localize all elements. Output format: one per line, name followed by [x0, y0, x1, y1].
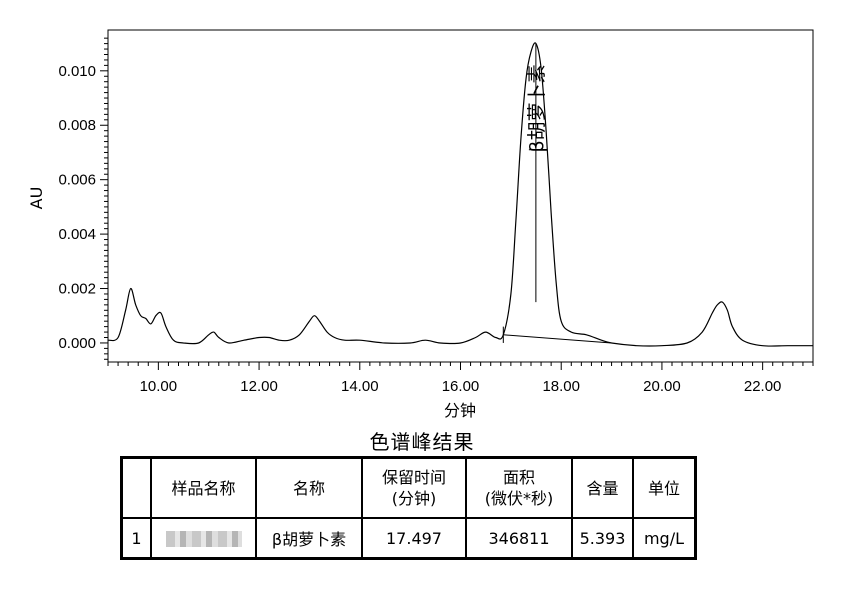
cell-area: 346811 — [465, 517, 573, 560]
chromatogram-trace — [107, 42, 813, 347]
x-axis-title: 分钟 — [444, 401, 476, 420]
plot-border — [107, 29, 814, 363]
table-header-row: 样品名称 名称 保留时间 (分钟) 面积 (微伏*秒) 含量 单位 — [120, 456, 697, 519]
y-tick-label: 0.008 — [58, 117, 96, 134]
x-tick-label: 18.00 — [542, 378, 580, 395]
x-tick-label: 22.00 — [744, 378, 782, 395]
cell-sample-name — [150, 517, 257, 560]
integration-baseline — [503, 334, 612, 344]
y-tick-label: 0.002 — [58, 281, 96, 298]
x-tick-label: 20.00 — [643, 378, 681, 395]
cell-unit: mg/L — [632, 517, 697, 560]
table-row: 1 β胡萝卜素 17.497 346811 5.393 mg/L — [120, 517, 697, 560]
y-tick-label: 0.010 — [58, 63, 96, 80]
x-tick-label: 12.00 — [240, 378, 278, 395]
y-axis-title: AU — [27, 187, 46, 210]
results-table-title: 色谱峰结果 — [369, 430, 475, 454]
peak-results-table: 样品名称 名称 保留时间 (分钟) 面积 (微伏*秒) 含量 单位 1 β胡萝卜… — [120, 456, 697, 560]
header-retention-time-line2: (分钟) — [391, 489, 437, 508]
header-area: 面积 (微伏*秒) — [465, 456, 573, 519]
x-tick-label: 16.00 — [442, 378, 480, 395]
chromatogram-chart: 10.00 12.00 14.00 16.00 18.00 20.00 22.00 0.00… — [27, 29, 814, 420]
header-area-line1: 面积 — [502, 468, 535, 487]
cell-retention-time: 17.497 — [361, 517, 467, 560]
header-sample-name: 样品名称 — [150, 456, 257, 519]
cell-name: β胡萝卜素 — [255, 517, 363, 560]
peak-label: β胡萝卜素 — [526, 64, 548, 152]
header-retention-time: 保留时间 (分钟) — [361, 456, 467, 519]
x-tick-label: 10.00 — [140, 378, 178, 395]
y-axis: 0.000 0.002 0.004 0.006 0.008 0.010 — [58, 37, 108, 360]
header-name: 名称 — [255, 456, 363, 519]
cell-index: 1 — [120, 517, 152, 560]
header-area-line2: (微伏*秒) — [484, 489, 554, 508]
y-tick-label: 0.000 — [58, 335, 96, 352]
series-layer — [107, 42, 813, 347]
x-tick-label: 14.00 — [341, 378, 379, 395]
header-unit: 单位 — [632, 456, 697, 519]
redacted-sample-name — [165, 531, 242, 547]
header-index — [120, 456, 152, 519]
header-content: 含量 — [571, 456, 634, 519]
cell-content: 5.393 — [571, 517, 634, 560]
header-retention-time-line1: 保留时间 — [381, 468, 446, 487]
plot-frame — [107, 29, 814, 363]
y-tick-label: 0.006 — [58, 172, 96, 189]
annotation-layer: β胡萝卜素 — [502, 43, 612, 344]
y-tick-label: 0.004 — [58, 226, 96, 243]
x-axis: 10.00 12.00 14.00 16.00 18.00 20.00 22.00 — [107, 362, 814, 395]
